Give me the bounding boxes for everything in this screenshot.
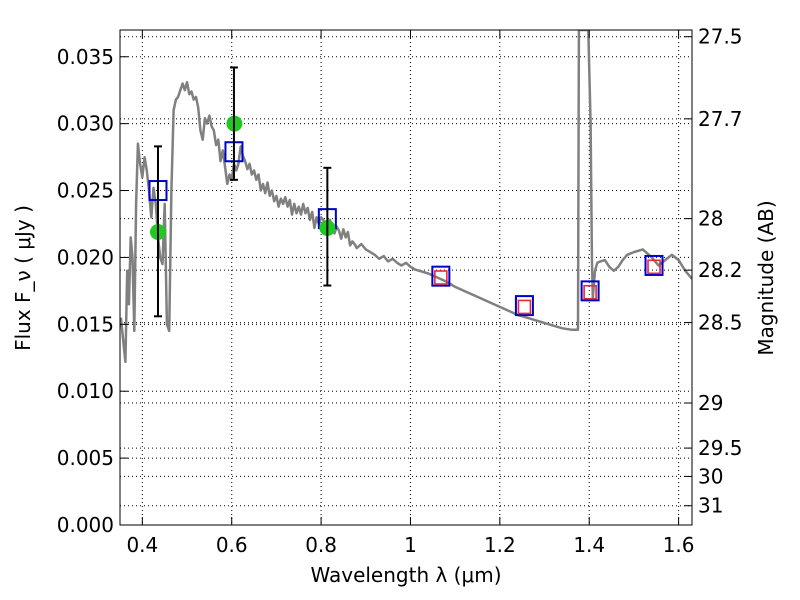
observed-flux-square [580,280,600,302]
right-tick-label: 31 [698,494,723,518]
x-tick-label: 0.4 [126,533,158,557]
right-tick-labels: 27.5 27.7 28 28.2 28.5 29 29.5 30 31 [698,25,743,518]
right-axis-label: Magnitude (AB) [754,200,778,355]
y-tick-label: 0.010 [57,379,114,403]
spectrum-line [120,30,692,364]
right-tick-label: 30 [698,464,723,488]
y-tick-label: 0.035 [57,45,114,69]
x-tick-label: 1.6 [663,533,695,557]
x-tick-label: 1 [404,533,417,557]
y-tick-label: 0.015 [57,312,114,336]
x-tick-label: 0.8 [305,533,337,557]
y-tick-label: 0.030 [57,112,114,136]
right-axis-grid-lines [120,36,692,507]
x-tick-labels: 0.4 0.6 0.8 1 1.2 1.4 1.6 [126,533,694,557]
right-tick-label: 28 [698,207,723,231]
right-tick-label: 29.5 [698,436,743,460]
model-flux-square [517,299,532,315]
observed-flux-square [644,254,664,276]
y-axis-label: Flux F_ν ( μJy ) [11,205,35,351]
model-flux-square [434,270,448,285]
plot-frame [119,29,693,526]
right-tick-label: 28.5 [698,311,743,335]
x-tick-label: 1.2 [484,533,516,557]
right-tick-label: 28.2 [698,258,743,282]
x-axis-label: Wavelength λ (μm) [310,563,501,587]
model-flux-square [647,259,661,275]
x-tick-label: 1.4 [573,533,605,557]
tick-marks [120,30,692,526]
y-tick-label: 0.000 [57,513,114,537]
x-tick-label: 0.6 [216,533,248,557]
series-group [120,30,692,364]
y-tick-labels: 0.000 0.005 0.010 0.015 0.020 0.025 0.030 0.035 [57,45,114,537]
observed-flux-square [514,295,534,317]
y-tick-label: 0.005 [57,446,114,470]
right-tick-label: 29 [698,391,723,415]
right-tick-label: 27.7 [698,107,743,131]
right-tick-label: 27.5 [698,25,743,49]
model-flux-square [583,284,597,300]
y-tick-label: 0.025 [57,179,114,203]
y-tick-label: 0.020 [57,245,114,269]
grid-lines [120,30,692,526]
plot-area [120,30,692,364]
observed-flux-square [431,265,451,287]
